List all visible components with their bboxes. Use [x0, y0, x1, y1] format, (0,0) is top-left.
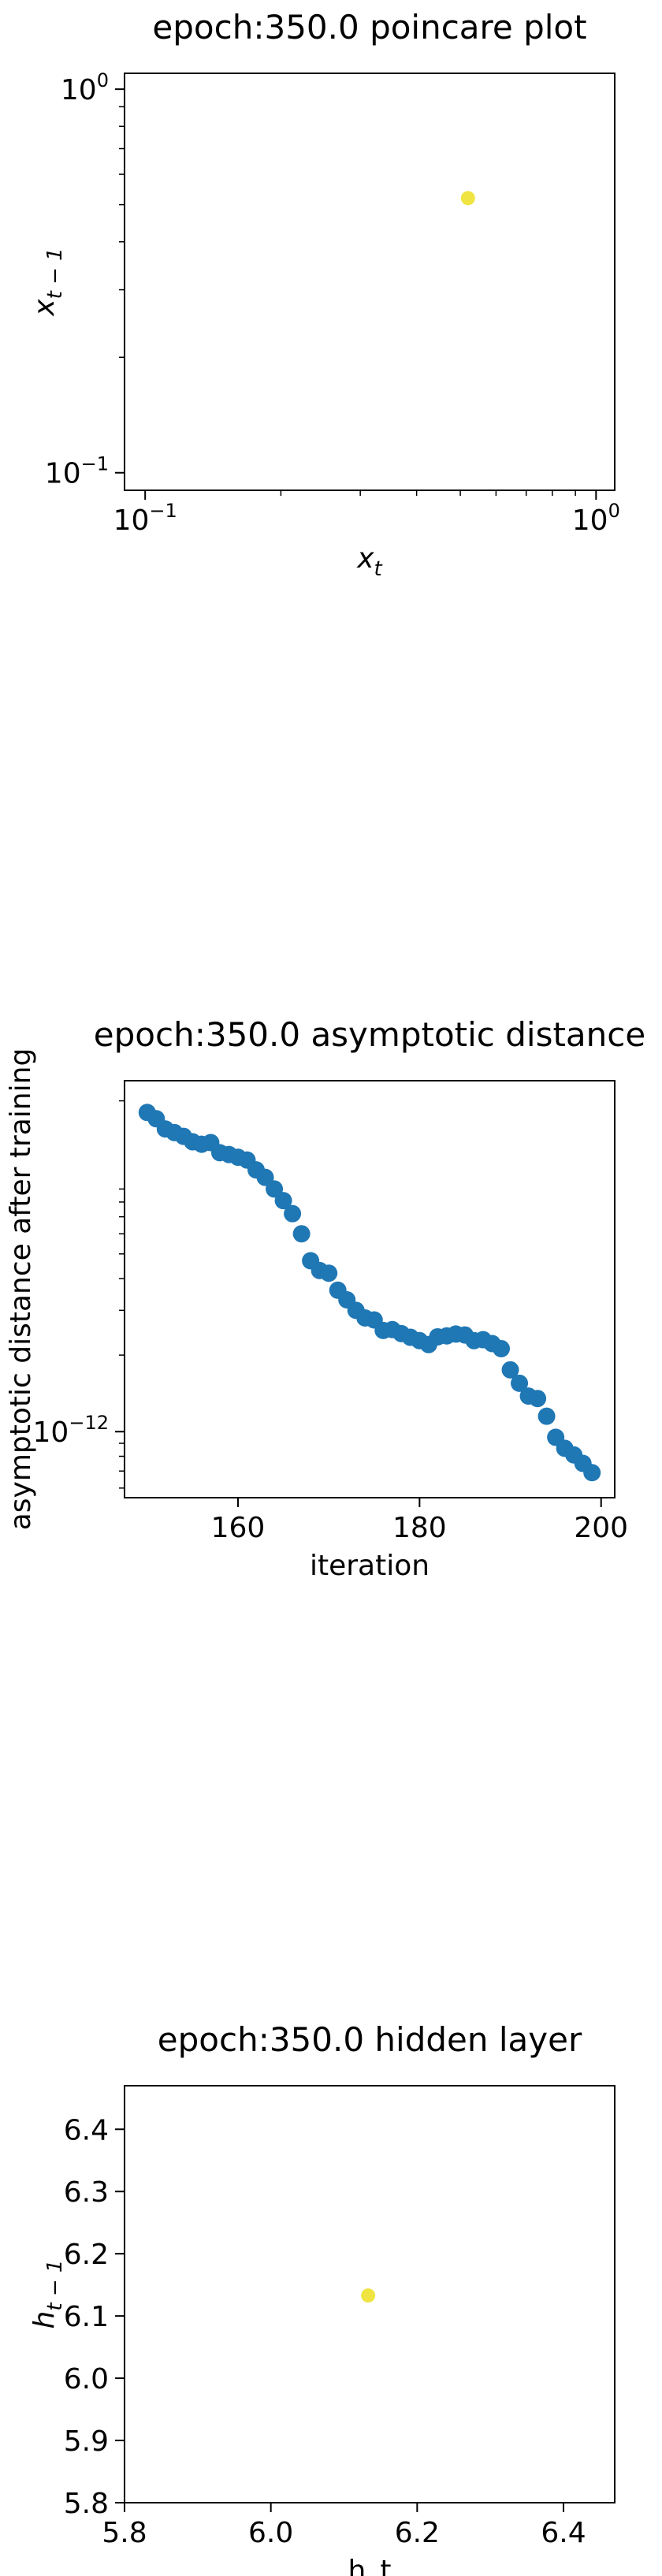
- y-axis-label-subscript: t − 1: [43, 248, 67, 299]
- axes-frame: [124, 2085, 616, 2503]
- y-tick-label-base: 10: [61, 74, 97, 106]
- data-point: [284, 1204, 302, 1223]
- y-axis-label-main: x: [28, 299, 61, 317]
- y-tick-label: 6.4: [64, 2114, 109, 2146]
- x-axis-label: xt: [356, 542, 382, 581]
- data-point: [529, 1390, 547, 1408]
- y-tick-label-exponent: −1: [81, 453, 109, 475]
- x-tick-label: 6.2: [395, 2517, 440, 2549]
- x-axis-label: iteration: [310, 1550, 430, 1582]
- x-tick-label-base: 10: [572, 504, 608, 537]
- x-tick-label: 200: [574, 1512, 628, 1544]
- x-tick-label: 10−1: [113, 500, 177, 537]
- x-tick-label: 180: [392, 1512, 447, 1544]
- data-point: [460, 191, 475, 206]
- x-axis-label-main: x: [356, 542, 374, 575]
- axes-frame: [124, 1080, 616, 1498]
- chart-3: epoch:350.0 hidden layer 5.8 6.0 6.2 6.4 5.8 5…: [28, 2020, 616, 2576]
- x-tick-label: 160: [211, 1512, 266, 1544]
- data-point: [537, 1407, 556, 1425]
- y-tick-label: 10−1: [45, 453, 109, 490]
- data-point: [292, 1225, 311, 1243]
- y-tick-label: 6.2: [64, 2239, 109, 2271]
- data-point: [493, 1339, 511, 1357]
- data-point: [266, 1180, 284, 1198]
- x-tick-label: 5.8: [102, 2517, 147, 2549]
- x-tick-label-base: 10: [113, 504, 150, 537]
- y-tick-label-base: 10: [33, 1416, 69, 1449]
- data-point: [583, 1464, 601, 1482]
- data-point: [320, 1264, 338, 1282]
- axes-frame: [124, 73, 616, 491]
- x-tick-label-exponent: 0: [608, 500, 620, 522]
- chart-2: epoch:350.0 asymptotic distance 160 180 200…: [5, 1015, 645, 1582]
- y-tick-label: 6.3: [64, 2176, 109, 2209]
- y-axis-label-main: h: [28, 2311, 61, 2329]
- x-axis-label: h_t: [348, 2555, 392, 2576]
- chart-title: epoch:350.0 poincare plot: [152, 8, 586, 47]
- y-tick-label: 5.9: [64, 2425, 109, 2458]
- x-tick-label-exponent: −1: [149, 500, 177, 522]
- y-axis-label: xt − 1: [28, 248, 67, 316]
- y-tick-label: 10−12: [33, 1412, 109, 1449]
- x-tick-label: 6.4: [541, 2517, 586, 2549]
- y-axis-label: asymptotic distance after training: [5, 1048, 37, 1531]
- y-tick-label: 100: [61, 69, 109, 106]
- x-tick-label: 6.0: [248, 2517, 293, 2549]
- y-tick-label-exponent: 0: [97, 69, 109, 91]
- y-tick-label-base: 10: [45, 458, 81, 490]
- data-point: [511, 1374, 529, 1392]
- y-tick-label: 5.8: [64, 2488, 109, 2520]
- chart-title: epoch:350.0 asymptotic distance: [94, 1015, 645, 1054]
- y-tick-label-exponent: −12: [69, 1412, 109, 1434]
- x-tick-label: 100: [572, 500, 620, 537]
- data-point: [501, 1361, 519, 1379]
- chart-title: epoch:350.0 hidden layer: [158, 2020, 582, 2059]
- data-point: [256, 1168, 274, 1186]
- x-axis-label-subscript: t: [374, 557, 383, 581]
- y-tick-label: 6.0: [64, 2363, 109, 2395]
- data-point: [274, 1192, 292, 1210]
- y-axis-label-subscript: t − 1: [43, 2260, 67, 2311]
- y-axis-label: ht − 1: [28, 2260, 67, 2329]
- data-point: [361, 2288, 376, 2303]
- y-tick-label: 6.1: [64, 2301, 109, 2333]
